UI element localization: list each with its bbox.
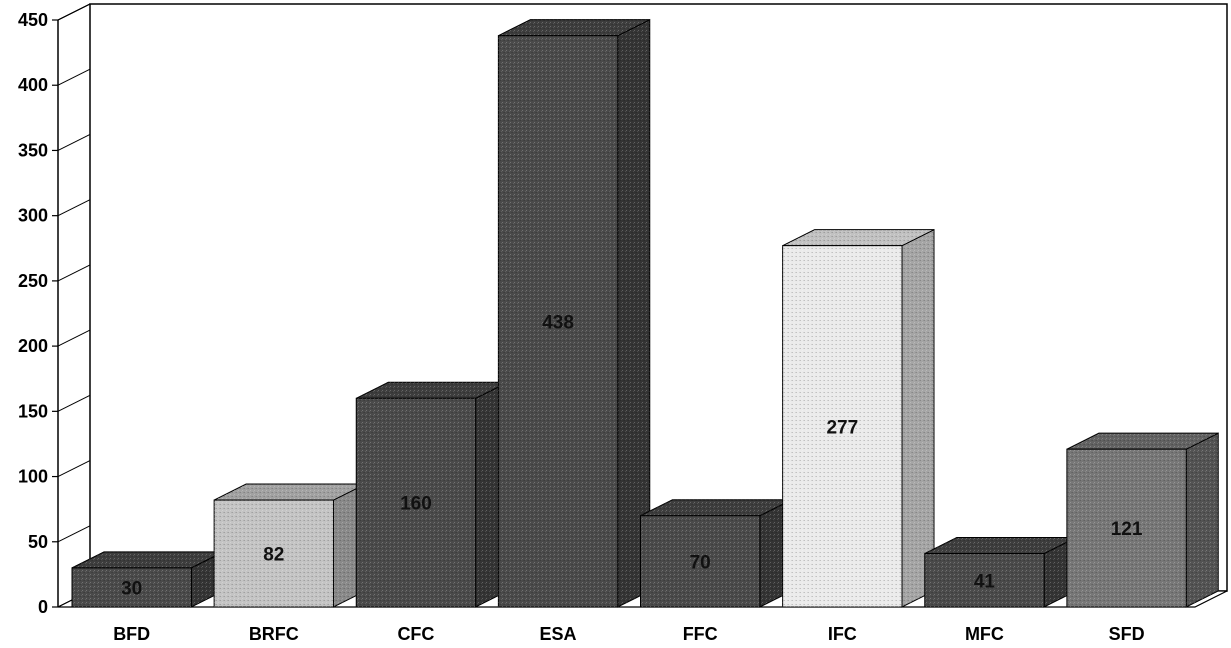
data-label-bfd: 30: [121, 578, 142, 599]
y-axis-ticks: 0 50 100 150 200 250 300 350 400 450: [18, 10, 58, 617]
bar-sfd: 121: [1066, 432, 1219, 608]
x-category-label: CFC: [397, 624, 434, 644]
bar-front-texture: [640, 515, 760, 607]
data-label-ffc: 70: [690, 552, 711, 573]
bar-cfc: 160: [355, 381, 509, 608]
y-tick-label: 50: [28, 532, 48, 552]
bar-top-texture: [214, 484, 366, 501]
gridline-side: [57, 394, 91, 412]
y-tick-label: 150: [18, 401, 48, 421]
y-tick-label: 0: [38, 597, 48, 617]
data-label-ifc: 277: [826, 417, 858, 438]
bar-esa: 438: [497, 18, 651, 608]
x-category-label: ESA: [540, 624, 577, 644]
data-label-mfc: 41: [974, 571, 996, 592]
bar-front-texture: [782, 245, 903, 607]
gridline-side: [57, 460, 91, 478]
gridline-side: [57, 264, 91, 282]
y-tick-label: 300: [18, 206, 48, 226]
y-tick-label: 200: [18, 336, 48, 356]
gridline-side: [57, 199, 91, 217]
bar-front-texture: [498, 35, 618, 608]
bar-top-texture: [640, 499, 792, 516]
x-category-label: MFC: [965, 624, 1004, 644]
bar-top-texture: [924, 537, 1077, 554]
data-label-cfc: 160: [400, 494, 432, 515]
bar-side-texture: [902, 229, 935, 607]
y-tick-label: 100: [18, 467, 48, 487]
x-category-label: BFD: [113, 624, 150, 644]
data-label-sfd: 121: [1111, 519, 1143, 540]
bar-ifc: 277: [782, 228, 935, 608]
bar-front-texture: [1066, 449, 1187, 607]
x-category-label: SFD: [1109, 624, 1145, 644]
bar-mfc: 41: [924, 536, 1077, 608]
data-label-esa: 438: [542, 312, 574, 333]
bar-top-texture: [782, 229, 935, 246]
bar-bfd: 30: [71, 551, 224, 608]
gridline-side: [57, 133, 91, 151]
bar-front-texture: [924, 553, 1045, 607]
y-tick-label: 450: [18, 10, 48, 30]
bar-front-texture: [356, 398, 476, 607]
bar-top-texture: [356, 382, 508, 399]
gridline-side: [57, 68, 91, 86]
bars: 30 82 160 438 70 277 41 121: [71, 18, 1219, 608]
bar-front-texture: [72, 567, 192, 607]
data-label-brfc: 82: [263, 545, 284, 566]
y-tick-label: 400: [18, 75, 48, 95]
x-axis-categories: BFD BRFC CFC ESA FFC IFC MFC SFD: [113, 624, 1144, 644]
bar-top-texture: [72, 551, 224, 568]
x-category-label: IFC: [828, 624, 857, 644]
bar-top-texture: [1066, 433, 1219, 450]
y-tick-label: 250: [18, 271, 48, 291]
bar-ffc: 70: [640, 498, 793, 608]
y-tick-label: 350: [18, 140, 48, 160]
x-category-label: BRFC: [249, 624, 299, 644]
gridline-side: [57, 329, 91, 347]
bar-top-texture: [498, 19, 650, 36]
bar-front-texture: [214, 500, 334, 607]
gridline-side: [57, 525, 91, 543]
x-category-label: FFC: [683, 624, 718, 644]
y-axis-top-edge: [57, 3, 91, 21]
bar-side-texture: [617, 19, 650, 608]
bar-side-texture: [1186, 433, 1219, 607]
bar-brfc: 82: [213, 483, 367, 608]
